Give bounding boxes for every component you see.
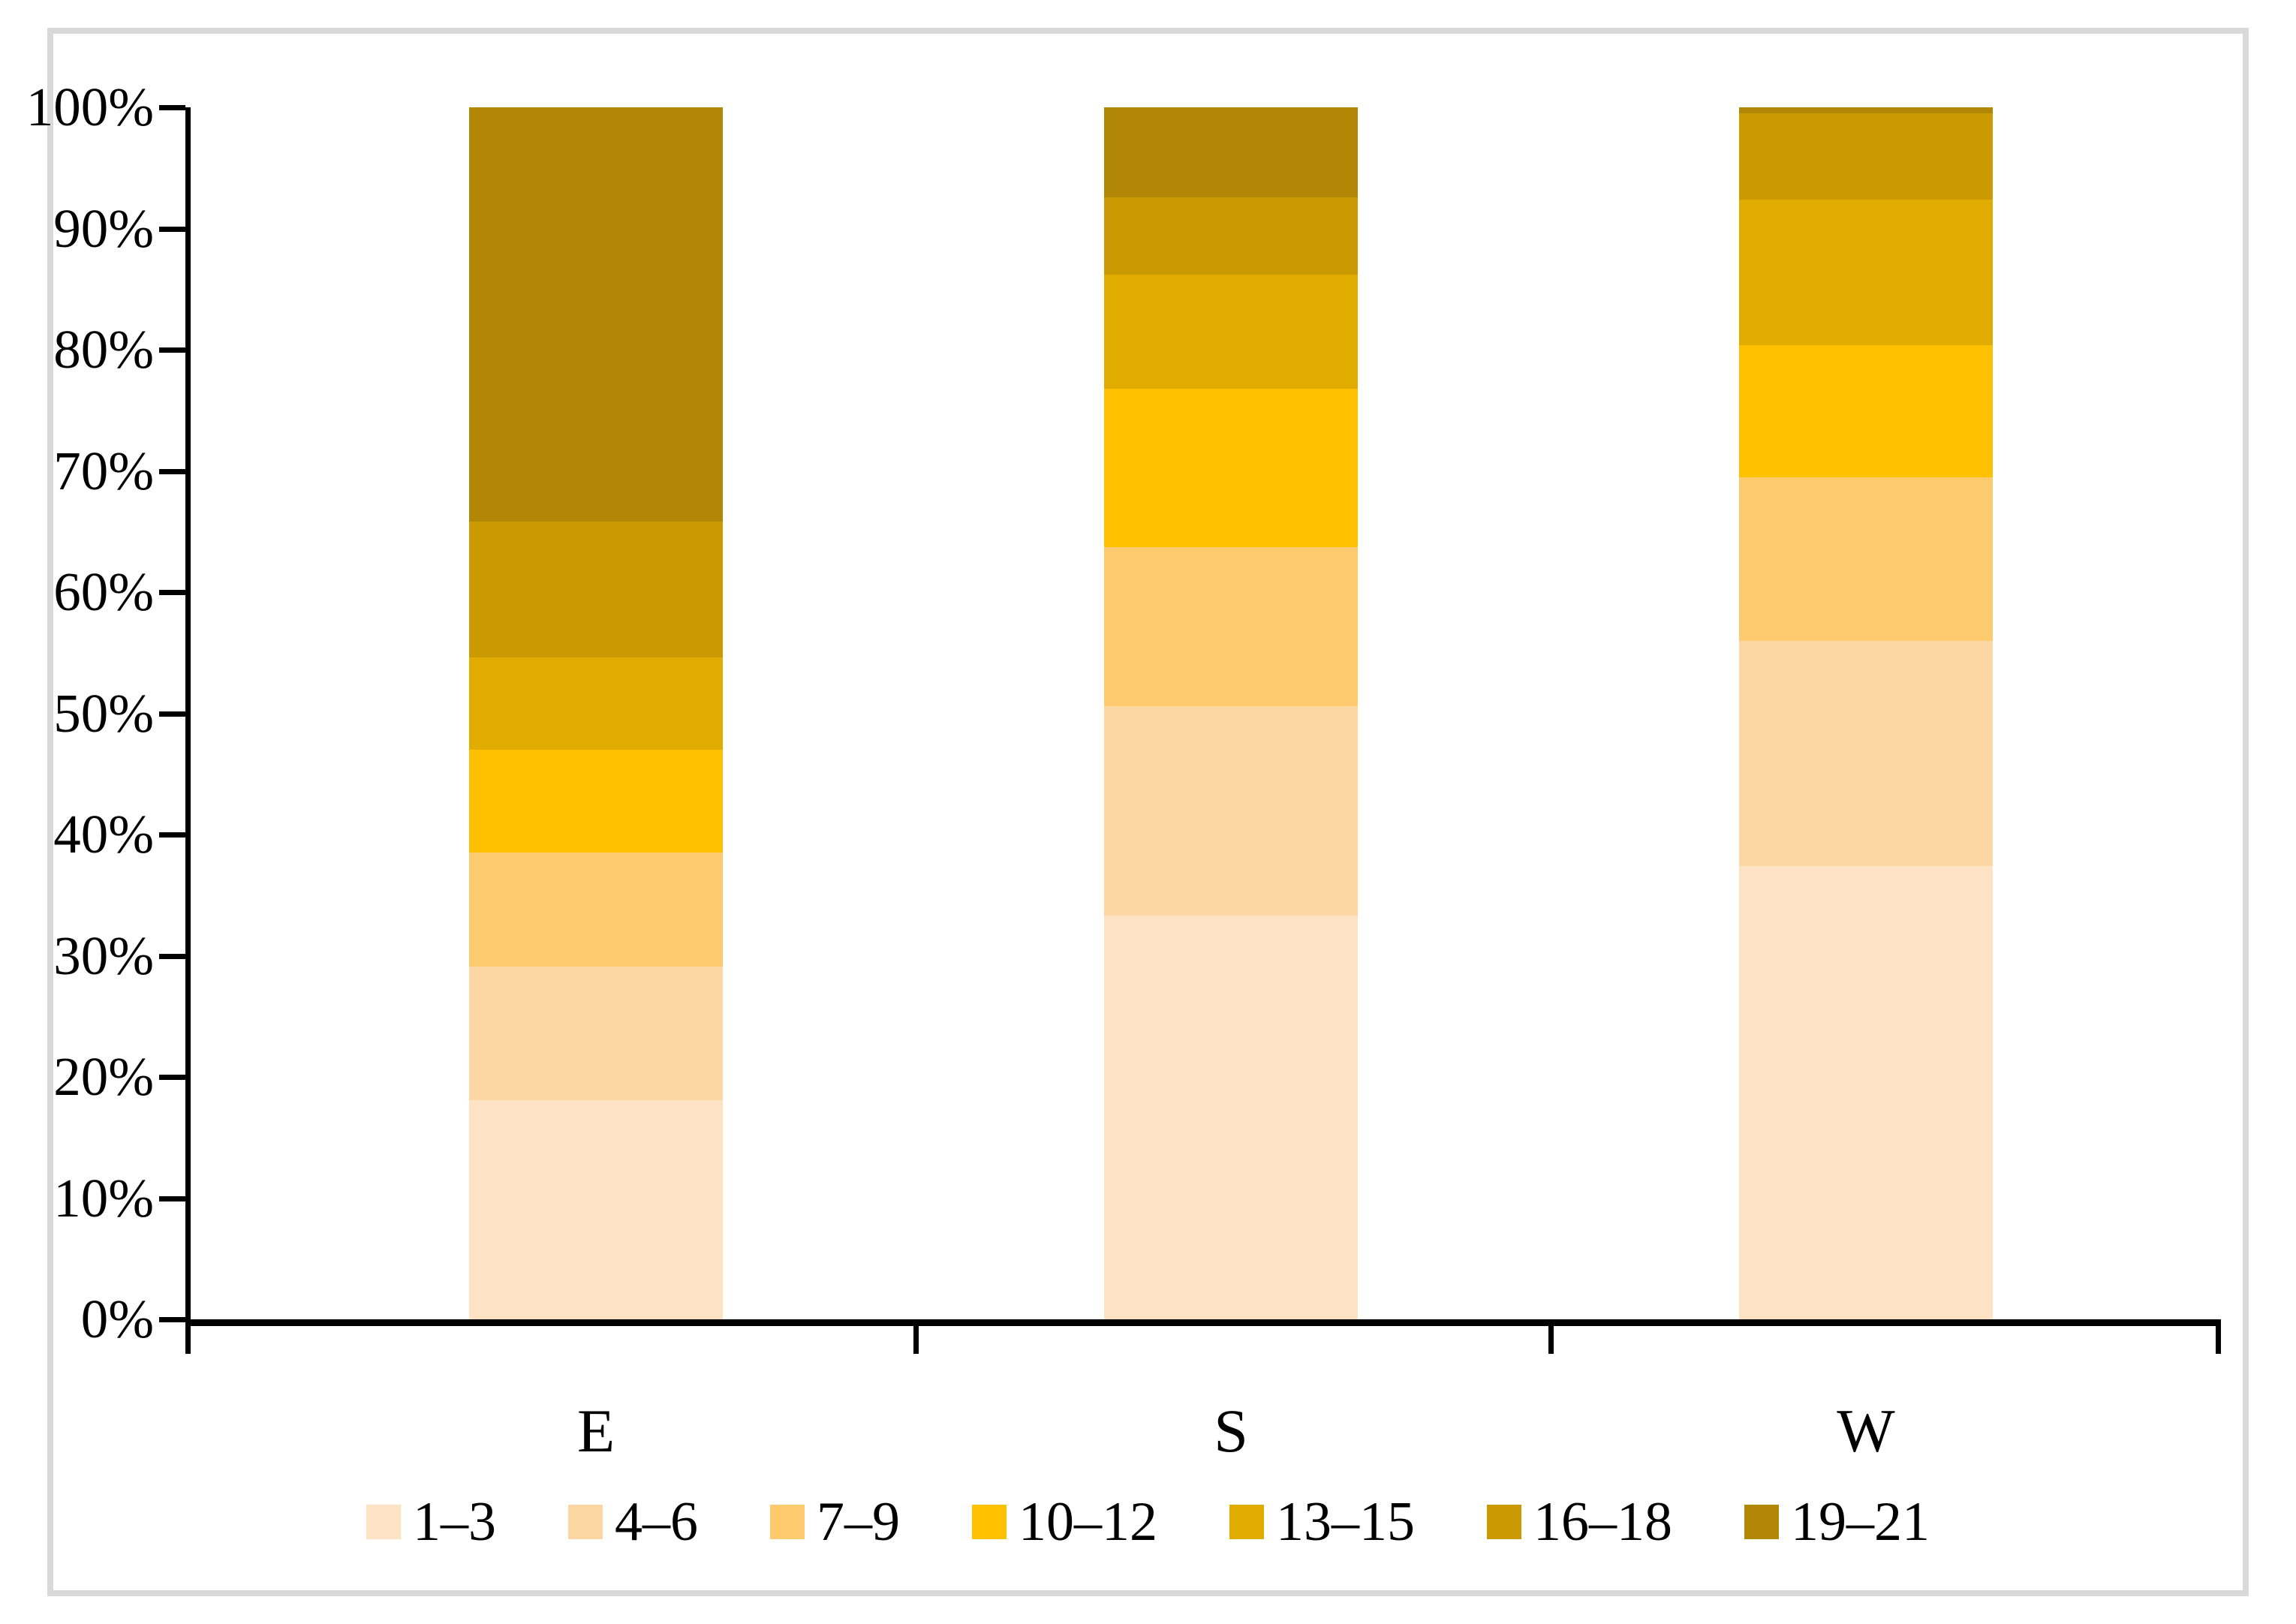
legend-swatch-icon xyxy=(770,1505,805,1539)
legend-item-1–3: 1–3 xyxy=(366,1492,496,1552)
y-tick-label: 0% xyxy=(80,1289,154,1349)
y-tick-mark xyxy=(159,1317,185,1322)
x-tick-mark xyxy=(913,1322,919,1354)
legend-label: 19–21 xyxy=(1791,1491,1930,1553)
legend-label: 13–15 xyxy=(1276,1491,1415,1553)
y-axis-line xyxy=(185,107,191,1319)
bar-segment-E-7–9 xyxy=(469,853,723,967)
legend-item-10–12: 10–12 xyxy=(972,1492,1157,1552)
bar-segment-W-10–12 xyxy=(1739,344,1993,477)
bar-segment-S-19–21 xyxy=(1104,107,1358,197)
bar-segment-S-7–9 xyxy=(1104,547,1358,706)
y-tick-label: 20% xyxy=(53,1046,154,1107)
bar-segment-E-4–6 xyxy=(469,967,723,1100)
y-tick-mark xyxy=(159,226,185,232)
legend-item-19–21: 19–21 xyxy=(1744,1492,1930,1552)
legend-label: 16–18 xyxy=(1533,1491,1672,1553)
legend-item-7–9: 7–9 xyxy=(770,1492,900,1552)
legend-swatch-icon xyxy=(972,1505,1007,1539)
y-tick-label: 70% xyxy=(53,440,154,501)
bar-segment-W-13–15 xyxy=(1739,199,1993,345)
bar-segment-S-4–6 xyxy=(1104,705,1358,916)
bar-W xyxy=(1739,107,1993,1319)
x-axis-line xyxy=(185,1319,2221,1326)
y-tick-label: 40% xyxy=(53,804,154,865)
bar-E xyxy=(469,107,723,1319)
bar-segment-E-13–15 xyxy=(469,657,723,750)
legend-swatch-icon xyxy=(366,1505,401,1539)
x-tick-mark xyxy=(2216,1322,2221,1354)
legend-label: 7–9 xyxy=(817,1491,900,1553)
y-tick-label: 60% xyxy=(53,561,154,622)
legend-label: 10–12 xyxy=(1019,1491,1157,1553)
legend-swatch-icon xyxy=(1744,1505,1779,1539)
y-tick-label: 100% xyxy=(26,77,154,137)
y-tick-mark xyxy=(159,1195,185,1201)
y-tick-label: 10% xyxy=(53,1167,154,1229)
bar-segment-W-16–18 xyxy=(1739,113,1993,200)
y-tick-mark xyxy=(159,711,185,717)
legend-label: 1–3 xyxy=(413,1491,496,1553)
legend-label: 4–6 xyxy=(615,1491,698,1553)
y-tick-label: 50% xyxy=(53,682,154,744)
category-label-S: S xyxy=(1214,1397,1248,1465)
legend: 1–3 4–6 7–9 10–12 13–15 16–18 19–21 xyxy=(0,1492,2296,1552)
legend-swatch-icon xyxy=(1487,1505,1521,1539)
bar-segment-E-1–3 xyxy=(469,1099,723,1319)
category-label-W: W xyxy=(1837,1397,1895,1465)
bar-segment-W-4–6 xyxy=(1739,640,1993,866)
bar-S xyxy=(1104,107,1358,1319)
bar-segment-S-1–3 xyxy=(1104,916,1358,1319)
legend-item-4–6: 4–6 xyxy=(568,1492,698,1552)
bar-segment-E-10–12 xyxy=(469,749,723,853)
y-tick-mark xyxy=(159,590,185,595)
y-tick-mark xyxy=(159,347,185,353)
bar-segment-S-16–18 xyxy=(1104,197,1358,275)
x-tick-mark xyxy=(1548,1322,1554,1354)
y-tick-label: 90% xyxy=(53,197,154,259)
y-tick-mark xyxy=(159,105,185,110)
x-tick-mark xyxy=(185,1322,191,1354)
bar-segment-W-1–3 xyxy=(1739,866,1993,1319)
bar-segment-E-19–21 xyxy=(469,107,723,522)
bar-segment-W-7–9 xyxy=(1739,477,1993,641)
y-tick-mark xyxy=(159,1075,185,1080)
legend-swatch-icon xyxy=(568,1505,603,1539)
bar-segment-S-13–15 xyxy=(1104,274,1358,389)
y-tick-mark xyxy=(159,832,185,838)
legend-item-16–18: 16–18 xyxy=(1487,1492,1672,1552)
y-tick-label: 80% xyxy=(53,319,154,380)
category-label-E: E xyxy=(576,1397,615,1465)
y-tick-label: 30% xyxy=(53,925,154,986)
y-tick-mark xyxy=(159,953,185,959)
legend-swatch-icon xyxy=(1229,1505,1264,1539)
bar-segment-W-19–21 xyxy=(1739,107,1993,114)
legend-item-13–15: 13–15 xyxy=(1229,1492,1415,1552)
bar-segment-S-10–12 xyxy=(1104,388,1358,548)
bar-segment-E-16–18 xyxy=(469,522,723,658)
y-tick-mark xyxy=(159,468,185,474)
